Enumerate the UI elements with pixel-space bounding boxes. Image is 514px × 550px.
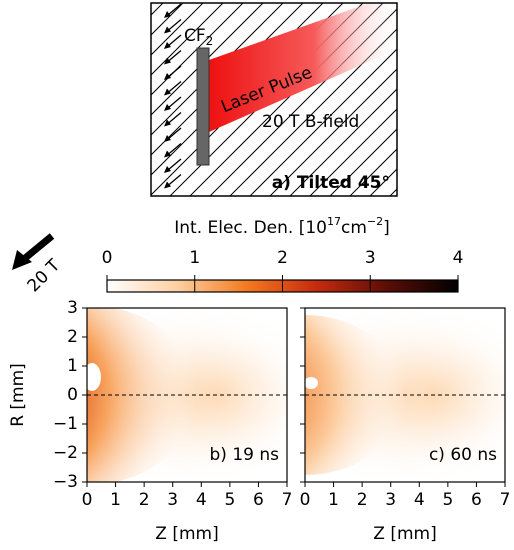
x-tick-label: 1 [328,490,339,510]
field-arrow-head [164,73,171,80]
field-arrow-head [164,57,171,65]
field-line [269,68,397,196]
field-line [151,3,304,156]
field-arrow-head [164,119,171,127]
annotation: b) 19 ns [210,445,280,465]
x-tick-label: 3 [385,490,396,510]
field-arrow-head [164,181,171,189]
x-axis-label: Z [mm] [155,524,218,544]
field-arrow-head [164,42,171,49]
schematic-frame [150,2,398,197]
field-label: 20 T B-field [262,112,359,132]
colorbar-tick-label: 4 [453,248,464,268]
x-tick-label: 5 [442,490,453,510]
field-arrow-small [167,34,182,47]
field-line [151,3,244,96]
title-part: ] [383,218,390,238]
plasma-core [87,308,197,482]
y-tick-label: 3 [67,298,78,318]
field-arrow-head [164,88,171,96]
target-label: CF2 [184,26,213,48]
field-arrow-small [167,81,182,93]
field-line [309,108,397,196]
x-tick-label: 7 [500,490,511,510]
field-line [249,48,397,196]
field-line [349,148,397,196]
field-line [151,3,204,56]
field-line [151,3,224,76]
target [196,47,210,166]
colorbar-tick-label: 1 [189,248,200,268]
x-tick-label: 4 [196,490,207,510]
plasma-void [87,363,101,391]
field-arrow-head [164,166,171,173]
x-tick-label: 3 [167,490,178,510]
field-arrow-small [167,158,182,171]
x-tick-label: 5 [224,490,235,510]
y-tick-label: 1 [67,356,78,376]
y-tick-label: −2 [53,443,78,463]
y-tick-label: 2 [67,327,78,347]
colorbar-tick-label: 3 [365,248,376,268]
x-tick-label: 1 [110,490,121,510]
field-arrow: 20 T [12,233,65,296]
title-part: cm [341,218,367,238]
x-tick-label: 2 [139,490,150,510]
title-part: 10 [305,218,327,238]
field-arrow-small [167,50,182,62]
field-arrow-small [167,65,182,78]
title-part: 17 [327,215,341,228]
field-arrow-small [167,19,182,31]
annotation: c) 60 ns [429,445,497,465]
colorbar-title: Int. Elec. Den. [1017cm−2] [174,215,390,238]
field-line [329,128,397,196]
laser-pulse [209,3,397,132]
field-arrow-head [164,104,171,111]
field-arrow-head [164,11,171,18]
y-tick-label: −3 [53,472,78,492]
y-axis-label: R [mm] [8,363,28,427]
x-axis-label: Z [mm] [373,524,436,544]
field-arrow-small [167,96,182,109]
field-arrow-head [164,26,171,34]
x-tick-label: 7 [282,490,293,510]
y-tick-label: −1 [53,414,78,434]
panel-label: a) Tilted 45° [272,173,390,193]
x-tick-label: 6 [253,490,264,510]
field-arrow-small [167,112,182,124]
colorbar-tick-label: 0 [102,248,113,268]
field-line [289,88,397,196]
title-part: −2 [367,215,383,228]
x-tick-label: 4 [414,490,425,510]
field-line [229,28,397,196]
field-arrow-small [167,174,182,186]
field-arrow-small [167,127,182,140]
field-arrow-small [167,143,182,155]
field-line [151,3,284,136]
field-arrow-head [164,135,171,142]
field-arrow-head [164,150,171,158]
x-tick-label: 6 [471,490,482,510]
schematic: CF2 Laser Pulse 20 T B-field a) Tilted 4… [150,2,398,197]
plasma-void [305,377,318,389]
field-line [151,3,264,116]
field-arrow-small [167,3,182,16]
x-tick-label: 0 [300,490,311,510]
x-tick-label: 2 [357,490,368,510]
colorbar-tick-label: 2 [277,248,288,268]
title-part: Int. Elec. Den. [ [174,218,305,238]
x-tick-label: 0 [82,490,93,510]
y-tick-label: 0 [67,385,78,405]
